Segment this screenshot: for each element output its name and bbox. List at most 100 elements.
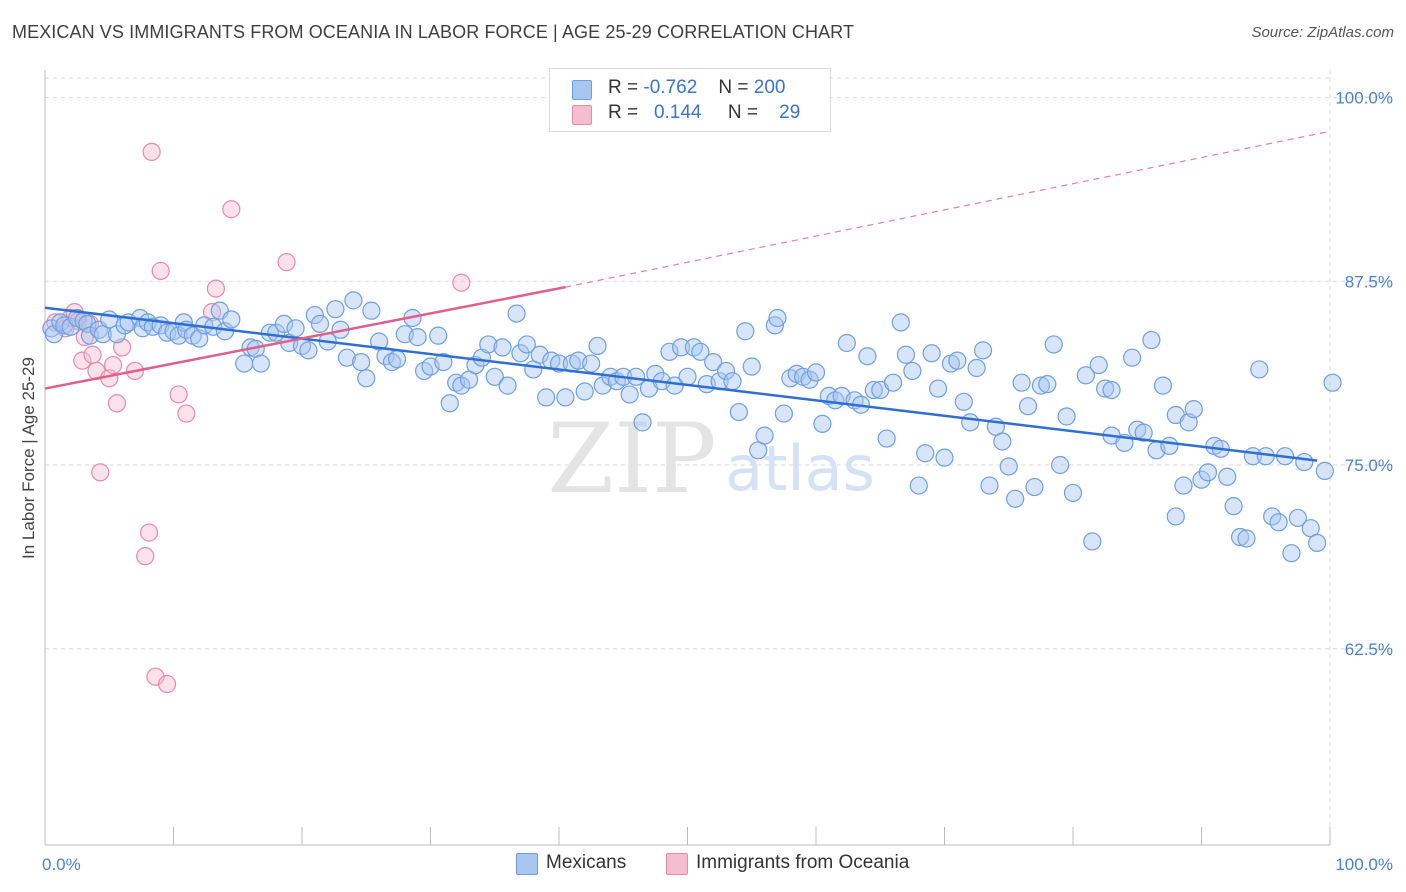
mexicans-point [864,380,883,400]
mexicans-point [1038,375,1057,394]
mexicans-point [973,341,993,360]
legend-swatch-pink [572,105,592,125]
mexicans-point [928,379,948,398]
oceania-point [277,253,296,272]
bottom-legend-label-oceania: Immigrants from Oceania [696,852,910,873]
mexicans-point [1083,532,1102,551]
mexicans-point [883,373,903,392]
mexicans-point [1308,533,1327,553]
mexicans-point [704,353,723,372]
oceania-point [107,394,127,413]
mexicans-point [1089,355,1108,375]
oceania-point [157,674,177,694]
mexicans-point [274,314,294,333]
legend-n-label: N = [727,102,759,123]
mexicans-point [305,305,324,325]
mexicans-point [326,300,345,319]
mexicans-point [588,336,607,356]
mexicans-point [537,388,556,407]
legend-text-mexicans: R = -0.762 N = 200 [608,77,785,99]
mexicans-point [961,413,980,432]
mexicans-point [1166,507,1185,526]
legend-text-oceania: R = 0.144 N = 29 [608,102,800,124]
mexicans-point [806,363,826,382]
mexicans-point [479,335,498,354]
trend-lines [44,130,1331,462]
mexicans-point [1295,452,1314,472]
mexicans-point [813,414,832,433]
mexicans-point [344,291,363,310]
oceania-point [142,142,161,161]
mexicans-point [1057,407,1076,426]
mexicans-point [620,385,639,404]
mexicans-point [530,345,549,364]
mexicans-point [916,444,935,463]
mexicans-point [671,338,691,357]
mexicans-point [1237,529,1256,548]
mexicans-point [440,394,459,413]
y-tick-label: 62.5% [1345,640,1393,659]
mexicans-point [251,354,270,373]
legend-swatch-blue [572,80,592,100]
x-tick-label-left: 0.0% [42,855,81,874]
mexicans-point [429,326,448,345]
bottom-legend-swatch-blue [516,853,538,875]
mexicans-point [507,304,526,323]
oceania-point [139,523,159,542]
oceania-point [104,355,123,375]
mexicans-point [1160,436,1179,455]
series-oceania-points [46,142,471,694]
mexicans-point [1051,455,1070,475]
mexicans-point [1142,330,1161,350]
mexicans-point [909,476,928,495]
tick-labels: 62.5% 75.0% 87.5% 100.0% 0.0% 100.0% [42,89,1393,875]
mexicans-point [765,316,784,335]
legend-n-label: N = [718,77,749,98]
oceania-point [169,385,188,404]
mexicans-point [896,345,916,364]
legend-r-label: R = [608,77,639,98]
mexicans-point [408,328,427,347]
legend-r-label: R = [608,102,639,123]
mexicans-point [948,351,967,370]
mexicans-point [1153,376,1173,395]
mexicans-point [78,314,97,333]
mexicans-point [858,347,877,366]
x-tick-label-right: 100.0% [1335,855,1393,874]
mexicans-point [498,376,517,395]
mexicans-point [299,341,318,360]
mexicans-point [678,367,697,386]
mexicans-point [999,457,1018,476]
mexicans-point [434,353,453,372]
mexicans-point [1076,366,1095,385]
y-axis-label: In Labor Force | Age 25-29 [19,357,38,559]
mexicans-point [310,314,330,333]
mexicans-point [352,353,371,372]
series-mexicans-points [42,291,1342,563]
source-credit: Source: ZipAtlas.com [1251,24,1394,41]
grid-lines [45,70,1390,845]
watermark-zip: ZIP [547,403,716,515]
mexicans-point [1006,489,1025,508]
mexicans-point [1174,476,1193,495]
mexicans-point [382,353,402,372]
mexicans-point [357,369,376,388]
mexicans-point [891,313,910,332]
axes [44,70,1331,846]
legend-n-value: 29 [779,102,801,123]
mexicans-point [556,388,575,407]
oceania-point [136,547,155,566]
mexicans-point [691,342,710,361]
bottom-legend-swatch-pink [666,853,688,875]
mexicans-point [633,413,652,432]
mexicans-point [1123,348,1142,367]
mexicans-point [1096,379,1115,398]
legend-r-value: 0.144 [653,102,702,123]
mexicans-point [837,333,856,353]
mexicans-point [286,319,305,338]
mexicans-point [922,344,941,363]
mexicans-point [1198,463,1218,482]
mexicans-point [222,310,241,329]
mexicans-point [362,301,381,320]
oceania-point [91,463,110,482]
